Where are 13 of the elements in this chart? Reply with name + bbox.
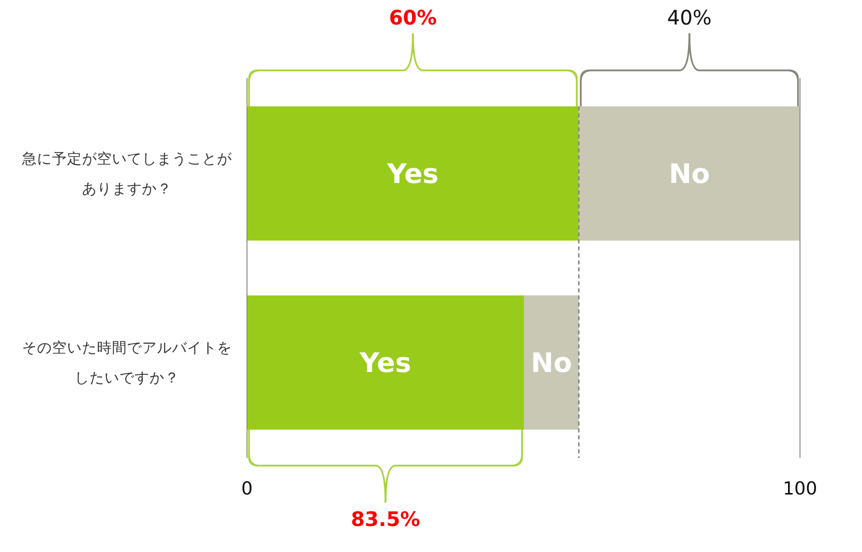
text: No <box>668 159 710 190</box>
bar <box>524 295 579 430</box>
y-tick-label: その空いた時間でアルバイトをしたいですか？ <box>22 340 232 387</box>
text: 83.5% <box>350 506 420 531</box>
series-label: No <box>530 348 572 380</box>
series-label: Yes <box>386 159 439 190</box>
text: 60% <box>388 6 437 30</box>
text: Yes <box>360 348 412 380</box>
text: 40% <box>667 6 712 30</box>
bar <box>247 295 524 430</box>
x-tick-label: 100 <box>782 478 818 500</box>
y-tick-label: 急に予定が空いてしまうことがありますか？ <box>21 150 233 198</box>
x-tick-label: 0 <box>241 478 253 500</box>
